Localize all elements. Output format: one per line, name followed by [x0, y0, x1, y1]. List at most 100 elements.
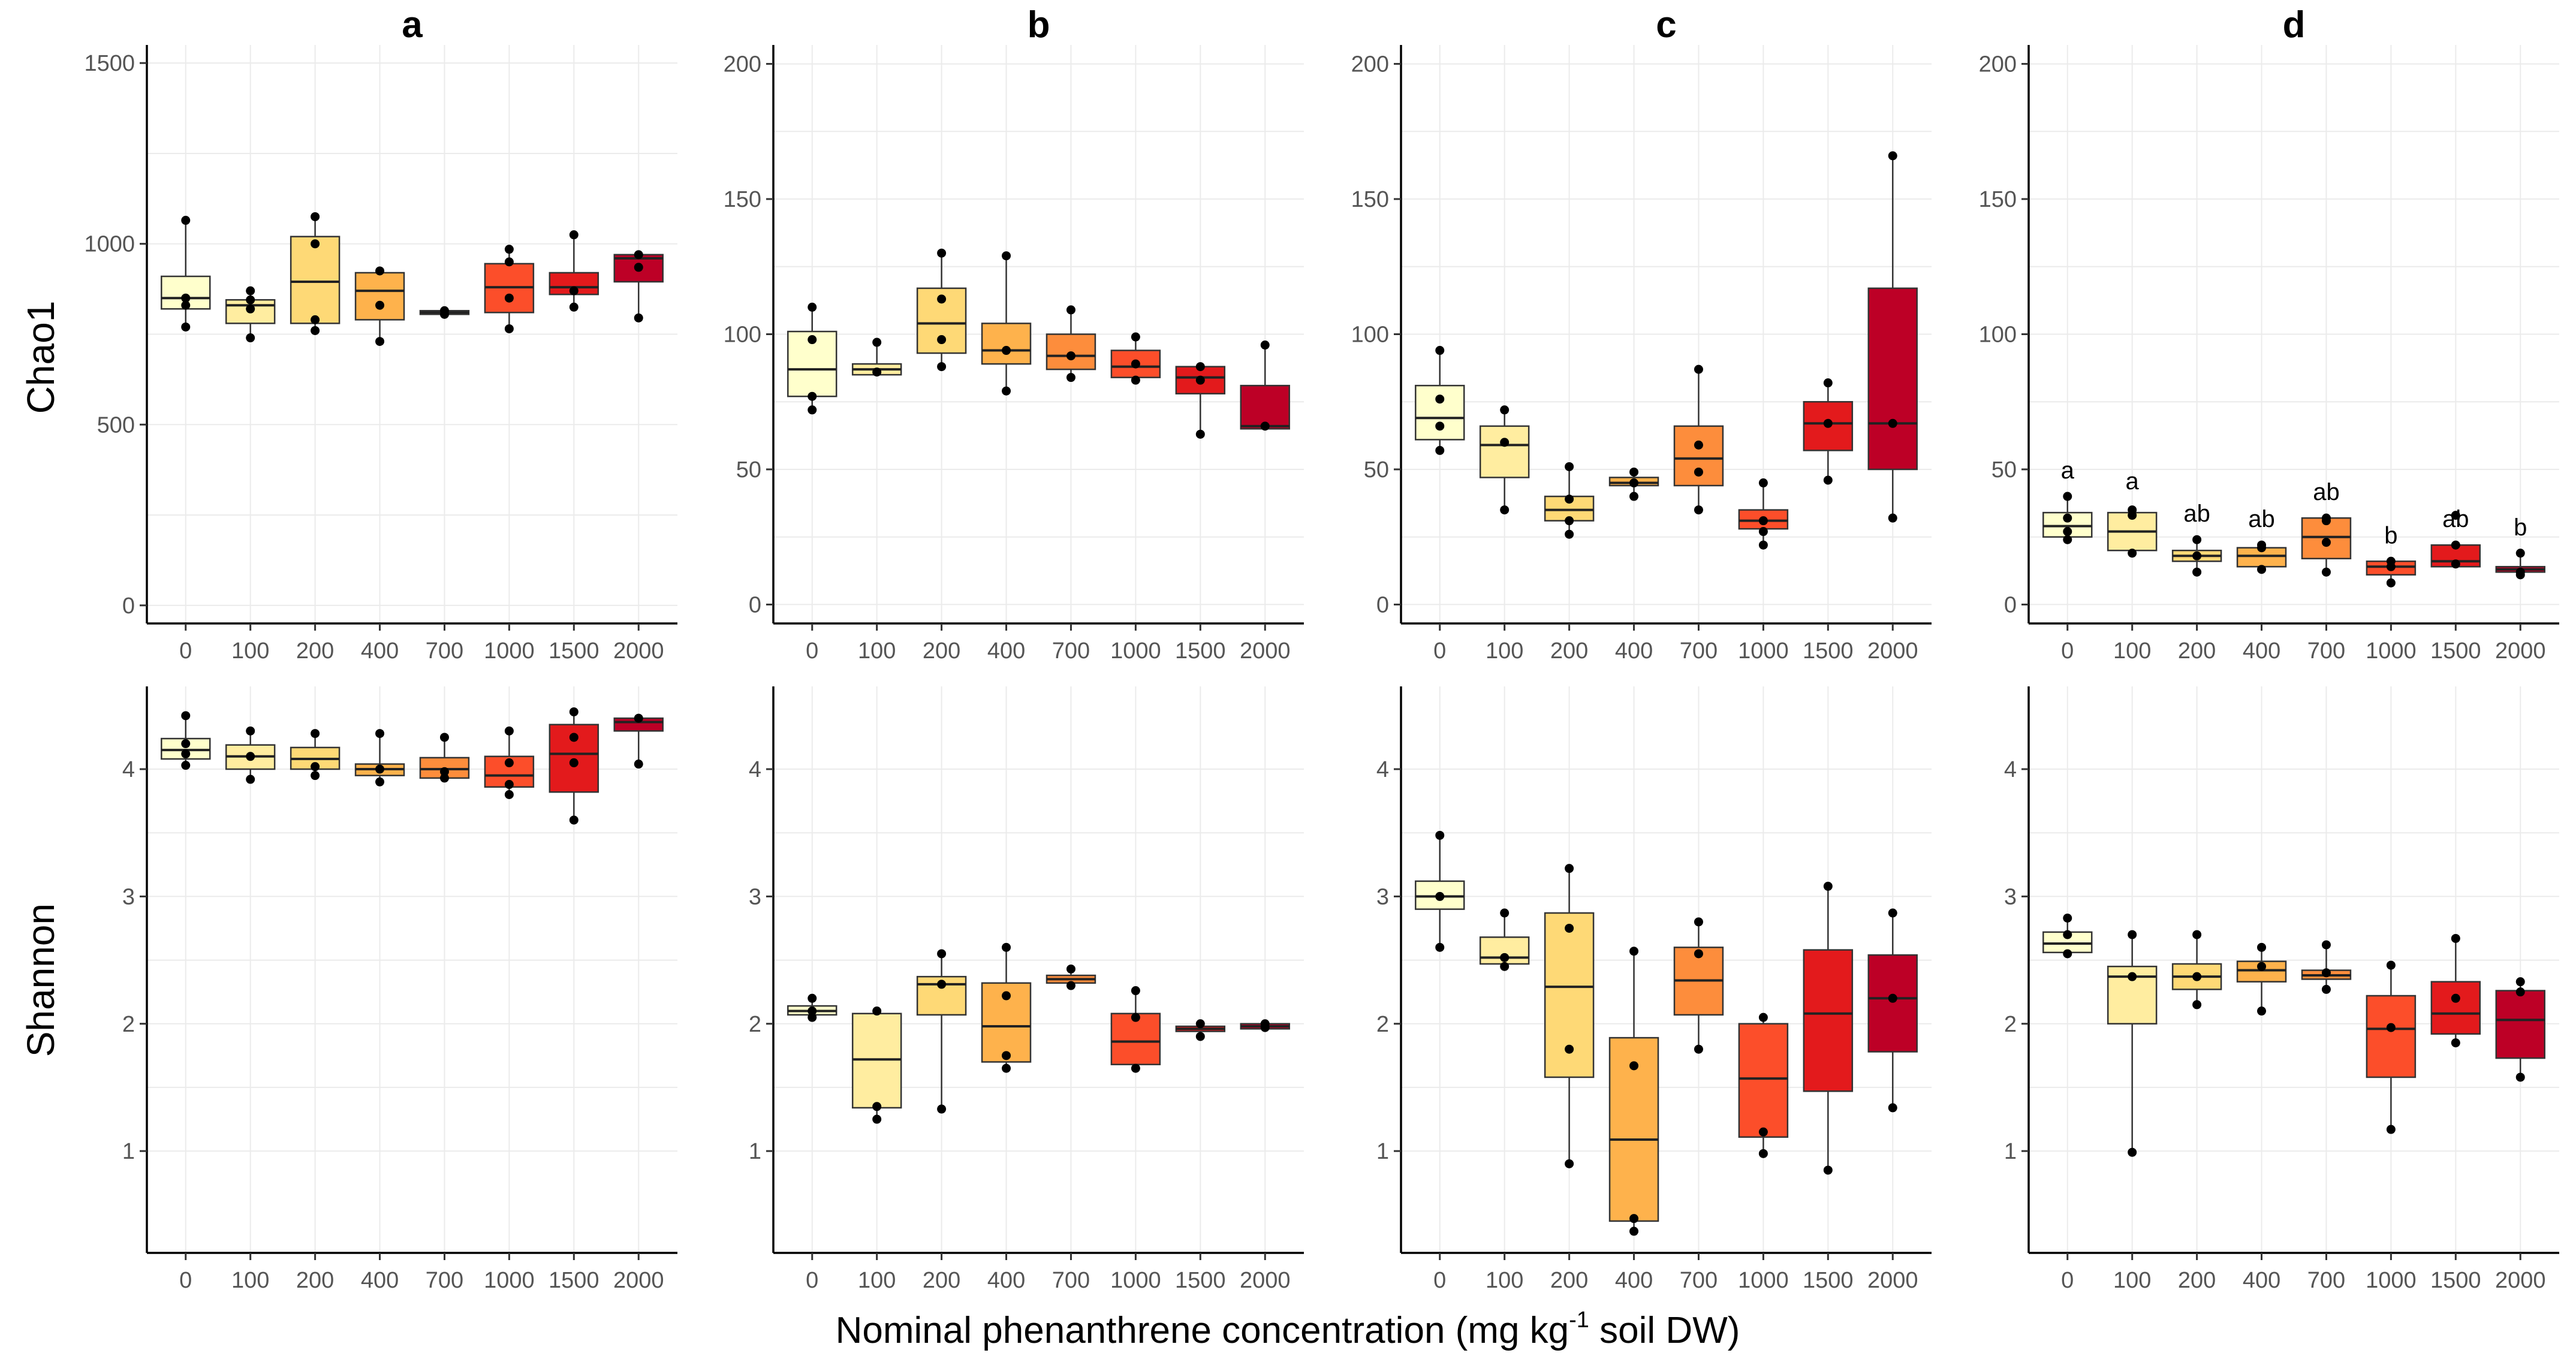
panel-c-shannon-data-point: [1629, 1214, 1639, 1224]
panel-a-chao1-data-point: [504, 245, 514, 254]
panel-b-chao1-data-point: [937, 294, 947, 304]
panel-a-chao1-data-point: [504, 324, 514, 333]
row-label-chao1: Chao1: [19, 301, 62, 414]
panel-c-chao1-x-tick-label: 200: [1550, 638, 1588, 664]
panel-d-chao1-data-point: [2063, 492, 2072, 501]
panel-b-shannon-x-tick-label: 1000: [1110, 1268, 1161, 1293]
panel-b-shannon-y-tick-label: 4: [749, 757, 761, 782]
panel-c-chao1-y-tick-label: 0: [1376, 592, 1389, 617]
panel-c-shannon-x-tick-label: 1000: [1738, 1268, 1789, 1293]
x-axis-label-superscript: -1: [1569, 1307, 1589, 1333]
panel-a-shannon-y-tick-label: 1: [122, 1139, 135, 1164]
panel-d-chao1-data-point: [2063, 527, 2072, 537]
panel-c-shannon-data-point: [1629, 1227, 1639, 1236]
panel-c-shannon-data-point: [1435, 891, 1445, 901]
panel-b-chao1-data-point: [937, 362, 947, 372]
panel-d-shannon-data-point: [2192, 1000, 2202, 1010]
panel-d-shannon-data-point: [2063, 930, 2072, 939]
panel-a-shannon-data-point: [311, 771, 320, 781]
panel-c-chao1-x-tick-label: 400: [1615, 638, 1653, 664]
panel-b-shannon-x-tick-label: 100: [858, 1268, 896, 1293]
panel-d-chao1: 0501001502000a100a200ab400ab700ab1000b15…: [1979, 4, 2559, 664]
panel-d-chao1-significance-letter: a: [2126, 468, 2140, 495]
panel-c-shannon-x-tick-label: 400: [1615, 1268, 1653, 1293]
panel-a-shannon-x-tick-label: 1000: [484, 1268, 535, 1293]
panel-d-chao1-x-tick-label: 1500: [2430, 638, 2481, 664]
panel-c-shannon-x-tick-label: 100: [1486, 1268, 1523, 1293]
panel-c-chao1-data-point: [1629, 492, 1639, 501]
row-label-shannon: Shannon: [19, 903, 62, 1057]
panel-c-shannon-data-point: [1500, 962, 1510, 971]
panel-b-chao1-data-point: [1066, 351, 1075, 361]
panel-b-chao1-data-point: [1260, 340, 1270, 350]
panel-d-chao1-y-tick-label: 150: [1979, 187, 2017, 212]
panel-b-chao1-data-point: [937, 335, 947, 345]
panel-d-chao1-significance-letter: ab: [2183, 501, 2210, 527]
panel-b-chao1-x-tick-label: 400: [987, 638, 1025, 664]
panel-a-shannon-y-tick-label: 4: [122, 757, 135, 782]
panel-b-shannon-data-point: [937, 980, 947, 989]
panel-d-shannon-x-tick-label: 2000: [2495, 1268, 2546, 1293]
panel-d-chao1-data-point: [2321, 567, 2331, 577]
panel-a-chao1: 0 500 1000 1500 0 100 200 400 700 1000 1500 2000 a: [84, 4, 677, 664]
panel-a-chao1-x-tick-label: 2000: [613, 638, 664, 664]
panel-d-chao1-data-point: [2451, 540, 2460, 550]
panel-a-shannon-data-point: [504, 758, 514, 767]
panel-d-shannon-x-tick-label: 100: [2113, 1268, 2151, 1293]
panel-c-chao1-data-point: [1758, 478, 1768, 488]
panel-d-chao1-data-point: [2257, 565, 2267, 574]
panel-c-shannon-y-tick-label: 2: [1376, 1012, 1389, 1037]
panel-d-shannon-data-point: [2451, 993, 2460, 1003]
panel-d-shannon-x-tick-label: 400: [2243, 1268, 2280, 1293]
panel-b-chao1-data-point: [1195, 362, 1205, 372]
panel-d-shannon-data-point: [2321, 968, 2331, 978]
panel-a-chao1-data-point: [439, 306, 449, 315]
panel-d-chao1-y-tick-label: 100: [1979, 323, 2017, 348]
panel-b-shannon-box: [851, 1013, 902, 1109]
panel-d-shannon-data-point: [2063, 949, 2072, 959]
panel-b-chao1-y-tick-label: 100: [724, 323, 761, 348]
panel-d-shannon-y-tick-label: 4: [2004, 757, 2017, 782]
panel-c-shannon-data-point: [1758, 1149, 1768, 1158]
panel-c-shannon-x-tick-label: 1500: [1803, 1268, 1854, 1293]
panel-c-chao1-data-point: [1823, 418, 1833, 428]
panel-a-shannon-x-tick-label: 200: [296, 1268, 334, 1293]
panel-b-chao1-data-point: [1131, 375, 1140, 385]
panel-a-shannon-data-point: [181, 711, 191, 721]
panel-a-chao1-x-tick-label: 200: [296, 638, 334, 664]
panel-c-chao1-y-tick-label: 100: [1351, 323, 1389, 348]
panel-b-shannon-data-point: [1066, 964, 1075, 974]
panel-c-shannon-x-tick-label: 2000: [1867, 1268, 1918, 1293]
panel-c-shannon-box: [1738, 1023, 1789, 1138]
panel-d-chao1-data-point: [2128, 549, 2137, 558]
panel-a-chao1-data-point: [634, 250, 643, 260]
panel-b-shannon-y-tick-label: 3: [749, 884, 761, 909]
panel-d-chao1-significance-letter: ab: [2442, 506, 2469, 532]
panel-c-chao1-data-point: [1435, 346, 1445, 355]
panel-d-chao1-data-point: [2321, 513, 2331, 523]
panel-c-chao1-box: [1479, 425, 1530, 478]
panel-a-chao1-x-tick-label: 0: [179, 638, 192, 664]
panel-d-chao1-data-point: [2386, 556, 2396, 566]
panel-d-chao1-significance-letter: ab: [2248, 506, 2275, 532]
panel-b-chao1-x-tick-label: 100: [858, 638, 896, 664]
panel-d-chao1-significance-letter: ab: [2313, 479, 2340, 505]
panel-d-shannon-data-point: [2386, 1125, 2396, 1134]
panel-c-shannon-data-point: [1500, 908, 1510, 918]
panel-c-shannon-data-point: [1435, 830, 1445, 840]
panel-b-chao1-x-tick-label: 1500: [1175, 638, 1226, 664]
panel-d-chao1-data-point: [2128, 505, 2137, 515]
panel-d-shannon-box: [2495, 990, 2545, 1059]
panel-a-shannon-data-point: [504, 726, 514, 736]
panel-d-chao1-x-tick-label: 2000: [2495, 638, 2546, 664]
panel-c-shannon-box: [1867, 954, 1918, 1053]
panel-b-shannon-y-tick-label: 2: [749, 1012, 761, 1037]
panel-a-shannon-x-tick-label: 0: [179, 1268, 192, 1293]
panel-a-chao1-data-point: [181, 300, 191, 310]
panel-a-shannon-data-point: [569, 733, 579, 742]
panel-c-chao1-data-point: [1888, 418, 1897, 428]
panel-a-chao1-data-point: [181, 322, 191, 332]
panel-c-chao1-x-tick-label: 1000: [1738, 638, 1789, 664]
panel-a-chao1-data-point: [181, 293, 191, 303]
